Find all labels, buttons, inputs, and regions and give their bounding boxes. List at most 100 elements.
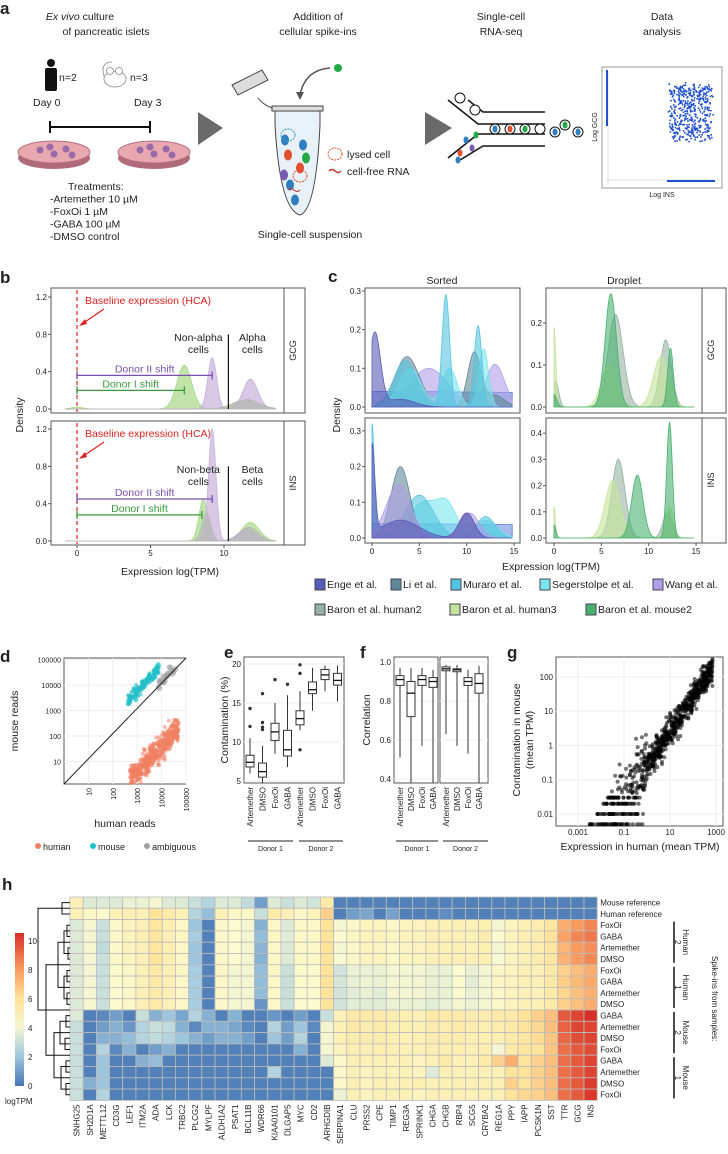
colorbar-tick-label: 0 <box>28 1082 33 1091</box>
analysis-cell-point <box>687 132 690 134</box>
heatmap-cell <box>333 975 348 988</box>
heatmap-cell <box>319 1009 334 1022</box>
analysis-cell-point <box>701 103 703 105</box>
analysis-cell-point <box>673 136 676 138</box>
data-point-mouse <box>133 688 138 693</box>
heatmap-cell <box>438 1032 453 1045</box>
legend-swatch <box>314 578 326 591</box>
heatmap-cell <box>240 1020 255 1033</box>
heatmap-cell <box>385 1043 400 1056</box>
heatmap-cell <box>570 987 585 1000</box>
heatmap-cell <box>188 941 203 954</box>
analysis-cell-point <box>671 123 673 126</box>
heatmap-cell <box>122 1043 137 1056</box>
heatmap-cell <box>359 953 374 966</box>
analysis-cell-point <box>698 129 700 132</box>
heatmap-cell <box>359 907 374 920</box>
heatmap-cell <box>517 1032 532 1045</box>
y-axis-label: mouse reads <box>9 691 21 752</box>
data-point-mouse <box>153 666 157 671</box>
data-point <box>676 711 681 715</box>
analysis-cell-point <box>679 102 681 105</box>
heatmap-cell <box>306 1020 321 1033</box>
analysis-cell-point <box>693 135 695 137</box>
analysis-cell-point <box>682 123 684 126</box>
heatmap-cell <box>148 1088 163 1101</box>
panel-label-e: e <box>224 643 233 662</box>
heatmap-cell <box>82 1020 97 1033</box>
data-point <box>650 764 655 769</box>
addition-arrow-icon <box>299 67 331 96</box>
heatmap-cell <box>385 907 400 920</box>
islet-icon <box>168 151 176 159</box>
y-tick-label: 0.0 <box>531 403 543 412</box>
analysis-cell-point <box>694 115 697 118</box>
heatmap-cell <box>583 1088 598 1101</box>
data-point-mouse <box>147 671 152 676</box>
analysis-cell-point <box>686 127 688 129</box>
column-label-SERPINA1: SERPINA1 <box>336 1104 345 1144</box>
heatmap-cell <box>359 1032 374 1045</box>
y-tick-label: 0.3 <box>350 427 362 436</box>
heatmap-cell <box>188 1054 203 1067</box>
analysis-cell-point <box>676 93 678 96</box>
heatmap-cell <box>135 919 150 932</box>
analysis-cell-point <box>698 109 701 111</box>
analysis-cell-point <box>672 89 675 92</box>
analysis-cell-point <box>695 89 697 92</box>
heatmap-cell <box>557 987 572 1000</box>
heatmap-cell <box>69 919 84 932</box>
analysis-cell-point <box>701 112 704 115</box>
analysis-cell-point <box>712 113 714 116</box>
data-point <box>676 725 680 730</box>
analysis-cell-point <box>672 126 674 128</box>
analysis-cell-point <box>697 107 700 109</box>
heatmap-cell <box>478 941 493 954</box>
column-label-PRSS2: PRSS2 <box>363 1104 372 1131</box>
heatmap-cell <box>530 1020 545 1033</box>
heatmap-cell <box>333 953 348 966</box>
heatmap-cell <box>267 1088 282 1101</box>
heatmap-cell <box>425 907 440 920</box>
data-point <box>653 753 658 758</box>
heatmap-cell <box>385 930 400 943</box>
data-point-human <box>162 724 167 729</box>
heatmap-cell <box>504 930 519 943</box>
heatmap-cell <box>517 1054 532 1067</box>
heatmap-cell <box>254 1009 269 1022</box>
analysis-cell-point <box>704 88 706 90</box>
heatmap-cell <box>161 998 176 1011</box>
data-point <box>614 801 619 806</box>
analysis-cell-point <box>700 105 703 108</box>
analysis-cell-point <box>707 90 710 93</box>
data-point <box>643 746 647 751</box>
heatmap-cell <box>438 998 453 1011</box>
analysis-cell-point <box>693 86 696 89</box>
analysis-cell-point <box>704 106 706 109</box>
data-point-human <box>132 767 137 772</box>
heatmap-cell <box>412 998 427 1011</box>
heatmap-cell <box>346 907 361 920</box>
data-point <box>694 683 699 688</box>
target-cells-label: Beta <box>242 464 264 476</box>
heatmap-cell <box>385 987 400 1000</box>
heatmap-cell <box>267 1032 282 1045</box>
islet-icon <box>50 150 58 158</box>
heatmap-cell <box>333 919 348 932</box>
heatmap-cell <box>254 1043 269 1056</box>
heatmap-cell <box>372 919 387 932</box>
data-point <box>662 738 667 743</box>
heatmap-cell <box>293 975 308 988</box>
data-point <box>639 756 644 761</box>
density-facet-INS <box>50 420 285 546</box>
heatmap-cell <box>161 1088 176 1101</box>
data-point <box>678 734 683 738</box>
category-label: DMSO <box>407 787 416 811</box>
x-tick-label: 100 <box>111 788 118 800</box>
heatmap-cell <box>227 953 242 966</box>
heatmap-cell <box>122 1054 137 1067</box>
heatmap-cell <box>346 953 361 966</box>
data-point <box>688 683 693 688</box>
data-point <box>628 773 632 778</box>
analysis-cell-point <box>672 104 675 106</box>
